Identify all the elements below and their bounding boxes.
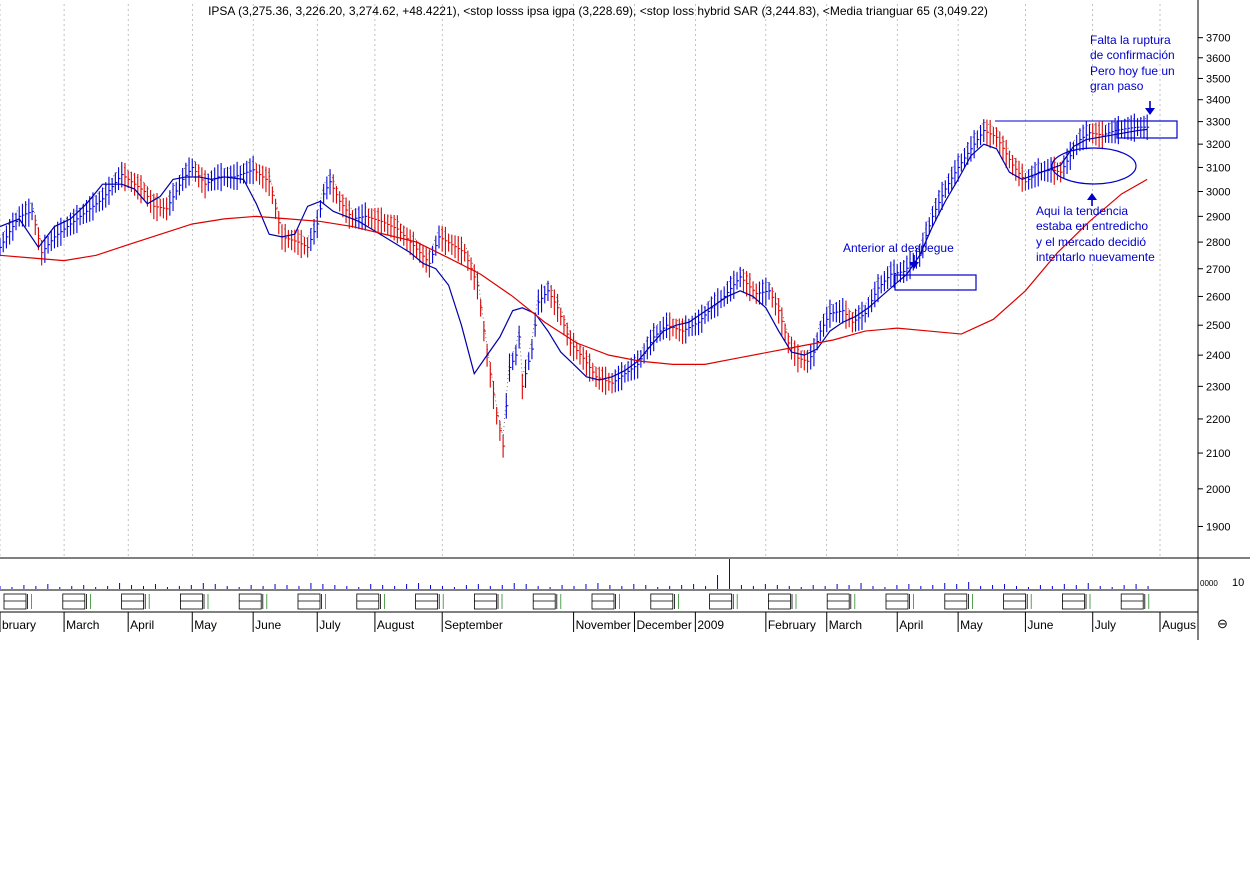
y-tick-label: 2900 <box>1206 211 1230 223</box>
calendar-cell <box>179 593 203 610</box>
x-tick-label: March <box>829 618 862 632</box>
x-tick-label: April <box>899 618 923 632</box>
x-tick-label: November <box>576 618 631 632</box>
series-layer <box>0 113 1150 589</box>
x-tick-label: June <box>255 618 281 632</box>
y-tick-label: 2600 <box>1206 291 1230 303</box>
x-tick-label: August <box>377 618 415 632</box>
corner-symbol[interactable]: ⊖ <box>1217 616 1228 631</box>
x-tick-label: June <box>1027 618 1053 632</box>
annotation-text: Pero hoy fue un <box>1090 64 1175 78</box>
series-line-stop-loss <box>0 128 1148 381</box>
x-tick-label: February <box>768 618 816 632</box>
y-tick-label: 2800 <box>1206 237 1230 249</box>
series-line-triangular-ma <box>0 178 1148 365</box>
y-tick-label: 3100 <box>1206 162 1230 174</box>
calendar-cell <box>826 593 850 610</box>
y-tick-label: 2100 <box>1206 448 1230 460</box>
x-tick-label: bruary <box>2 618 36 632</box>
x-tick-label: 2009 <box>697 618 724 632</box>
x-tick-label: September <box>444 618 503 632</box>
calendar-cell <box>238 593 262 610</box>
calendar-cell <box>650 593 674 610</box>
y-tick-label: 2300 <box>1206 381 1230 393</box>
grid-layer <box>0 4 1161 558</box>
annotation-box <box>1116 120 1178 139</box>
annotation-text: de confirmación <box>1090 48 1175 62</box>
annotation-text: Falta la ruptura <box>1090 33 1171 47</box>
calendar-cell <box>121 593 144 610</box>
y-tick-label: 2000 <box>1206 484 1230 496</box>
calendar-cell <box>415 593 439 610</box>
annotation-arrowhead <box>1145 108 1155 115</box>
calendar-cell <box>768 593 791 610</box>
calendar-cell <box>356 593 380 610</box>
x-tick-label: July <box>1095 618 1116 632</box>
calendar-cell <box>297 593 321 610</box>
y-tick-label: 3200 <box>1206 139 1230 151</box>
annotation-ellipse <box>1051 147 1137 185</box>
x-tick-label: April <box>130 618 154 632</box>
calendar-cell <box>591 593 615 610</box>
y-tick-label: 3400 <box>1206 95 1230 107</box>
annotation-text: estaba en entredicho <box>1036 219 1148 233</box>
annotation-text: intentarlo nuevamente <box>1036 250 1155 264</box>
calendar-cell <box>532 593 556 610</box>
x-tick-label: May <box>960 618 983 632</box>
annotation-text: gran paso <box>1090 79 1144 93</box>
y-tick-label: 2400 <box>1206 350 1230 362</box>
y-tick-label: 2200 <box>1206 414 1230 426</box>
annotation-arrowhead <box>1087 193 1097 200</box>
y-tick-label: 3500 <box>1206 73 1230 85</box>
volume-axis-sublabel: 0000 <box>1200 579 1218 588</box>
calendar-cell <box>62 593 86 610</box>
x-tick-label: July <box>319 618 340 632</box>
y-tick-label: 1900 <box>1206 521 1230 533</box>
annotation-text: y el mercado decidió <box>1036 235 1146 249</box>
y-tick-label: 2700 <box>1206 264 1230 276</box>
annotation-text: Anterior al despegue <box>843 241 954 255</box>
y-tick-label: 3700 <box>1206 33 1230 45</box>
calendar-cell <box>473 593 497 610</box>
axis-layer: 1900 2000 2100 2200 2300 2400 2500 2600 2700 2800… <box>0 0 1250 640</box>
x-tick-label: March <box>66 618 99 632</box>
x-tick-label: December <box>636 618 691 632</box>
calendar-cell <box>885 593 909 610</box>
calendar-cell <box>1120 593 1144 610</box>
y-tick-label: 2500 <box>1206 320 1230 332</box>
x-tick-label: Augus <box>1162 618 1196 632</box>
calendar-cell <box>1003 593 1026 610</box>
y-tick-label: 3300 <box>1206 117 1230 129</box>
chart-title: IPSA (3,275.36, 3,226.20, 3,274.62, +48.… <box>208 4 988 18</box>
annotation-text: Aqui la tendencia <box>1036 204 1128 218</box>
sar-dots <box>0 118 1148 438</box>
x-tick-label: May <box>194 618 217 632</box>
calendar-cell <box>3 593 27 610</box>
annotation-arrowhead <box>909 262 919 269</box>
calendar-cell <box>1062 593 1085 610</box>
y-tick-label: 3000 <box>1206 186 1230 198</box>
y-tick-label: 3600 <box>1206 53 1230 65</box>
calendar-cell <box>944 593 968 610</box>
volume-axis-label: 10 <box>1232 577 1244 589</box>
annotation-box <box>894 274 977 291</box>
calendar-cell <box>709 593 732 610</box>
